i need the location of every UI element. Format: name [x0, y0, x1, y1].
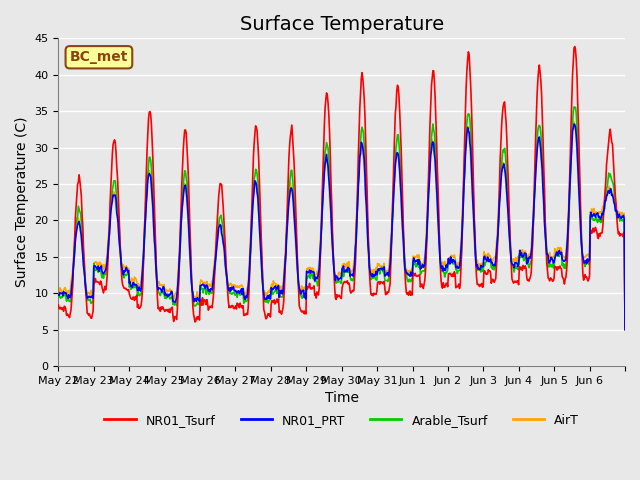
Legend: NR01_Tsurf, NR01_PRT, Arable_Tsurf, AirT: NR01_Tsurf, NR01_PRT, Arable_Tsurf, AirT: [99, 409, 584, 432]
AirT: [432, 178, 440, 183]
NR01_PRT: [253, 189, 261, 195]
Arable_Tsurf: [253, 171, 261, 177]
Arable_Tsurf: [225, 288, 233, 294]
NR01_PRT: [54, 292, 62, 298]
Arable_Tsurf: [121, 271, 129, 277]
NR01_Tsurf: [432, 117, 440, 122]
Y-axis label: Surface Temperature (C): Surface Temperature (C): [15, 117, 29, 288]
Arable_Tsurf: [400, 248, 408, 253]
Line: NR01_Tsurf: NR01_Tsurf: [58, 47, 625, 330]
AirT: [275, 282, 282, 288]
Arable_Tsurf: [432, 153, 440, 158]
Line: Arable_Tsurf: Arable_Tsurf: [58, 107, 625, 330]
NR01_Tsurf: [571, 44, 579, 49]
NR01_PRT: [121, 269, 129, 275]
NR01_Tsurf: [400, 248, 408, 254]
Line: AirT: AirT: [58, 122, 625, 330]
Arable_Tsurf: [621, 327, 629, 333]
Arable_Tsurf: [275, 290, 282, 296]
NR01_Tsurf: [275, 296, 282, 302]
Text: BC_met: BC_met: [70, 50, 128, 64]
NR01_PRT: [432, 171, 440, 177]
Line: NR01_PRT: NR01_PRT: [58, 124, 625, 330]
AirT: [225, 281, 233, 287]
AirT: [570, 119, 578, 125]
X-axis label: Time: Time: [324, 391, 358, 405]
NR01_Tsurf: [253, 128, 261, 134]
NR01_Tsurf: [54, 302, 62, 308]
NR01_PRT: [570, 121, 578, 127]
Title: Surface Temperature: Surface Temperature: [239, 15, 444, 34]
AirT: [400, 257, 408, 263]
AirT: [621, 327, 629, 333]
AirT: [54, 288, 62, 294]
NR01_Tsurf: [121, 286, 129, 291]
NR01_PRT: [400, 253, 408, 259]
NR01_Tsurf: [621, 327, 629, 333]
NR01_PRT: [621, 327, 629, 333]
NR01_Tsurf: [225, 305, 233, 311]
Arable_Tsurf: [570, 104, 578, 110]
Arable_Tsurf: [54, 294, 62, 300]
NR01_PRT: [225, 288, 233, 294]
AirT: [121, 264, 129, 270]
AirT: [253, 189, 261, 194]
NR01_PRT: [275, 283, 282, 288]
